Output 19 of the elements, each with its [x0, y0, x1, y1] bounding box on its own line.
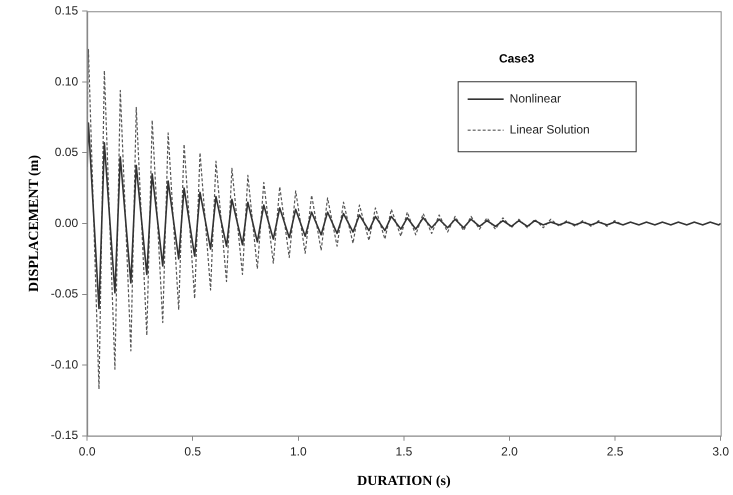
legend-label: Nonlinear	[510, 92, 562, 106]
legend-label: Linear Solution	[510, 122, 590, 137]
y-tick-label: 0.05	[54, 145, 78, 160]
x-tick-label: 2.0	[501, 444, 518, 458]
y-tick-label: 0.10	[54, 74, 78, 88]
x-axis-title: DURATION (s)	[357, 474, 451, 490]
x-tick-label: 0.5	[184, 444, 202, 458]
x-tick-label: 3.0	[712, 444, 730, 458]
y-tick-label: -0.05	[50, 286, 78, 301]
x-tick-label: 1.5	[396, 444, 413, 458]
y-tick-label: -0.15	[50, 428, 78, 442]
y-tick-label: 0.15	[54, 4, 78, 18]
y-axis-title: DISPLACEMENT (m)	[27, 154, 42, 292]
x-tick-label: 2.5	[606, 444, 624, 458]
y-tick-label: -0.10	[50, 357, 78, 372]
legend-title: Case3	[498, 52, 535, 66]
x-tick-label: 0.0	[78, 444, 96, 458]
x-tick-label: 1.0	[290, 444, 307, 458]
y-tick-label: 0.00	[54, 216, 78, 230]
